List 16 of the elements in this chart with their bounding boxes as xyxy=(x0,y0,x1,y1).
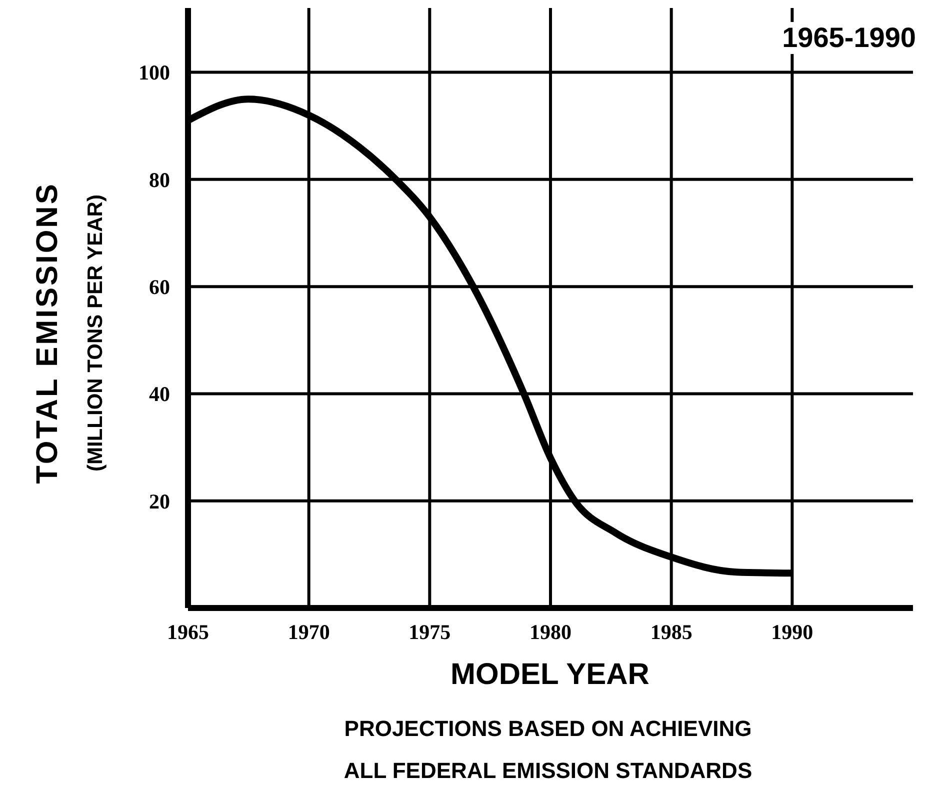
y-tick-label: 40 xyxy=(149,382,170,406)
x-tick-label: 1980 xyxy=(530,620,572,644)
x-tick-label: 1990 xyxy=(771,620,814,644)
x-tick-label: 1970 xyxy=(288,620,330,644)
x-tick-label: 1975 xyxy=(408,620,451,644)
y-axis-title: TOTAL EMISSIONS xyxy=(31,182,65,484)
y-tick-label: 20 xyxy=(149,489,170,514)
x-tick-label: 1965 xyxy=(167,620,209,644)
y-tick-label: 80 xyxy=(149,168,170,192)
text: 1965-1990 xyxy=(778,22,920,54)
y-tick-label: 100 xyxy=(138,60,170,85)
text: (MILLION TONS PER YEAR) xyxy=(84,194,108,472)
x-tick-label: 1985 xyxy=(650,620,692,644)
x-axis-title: MODEL YEAR xyxy=(450,658,650,692)
y-tick-label: 60 xyxy=(149,275,170,300)
text: PROJECTIONS BASED ON ACHIEVING ALL FEDERAL EMISSION STANDARDS xyxy=(342,715,754,785)
